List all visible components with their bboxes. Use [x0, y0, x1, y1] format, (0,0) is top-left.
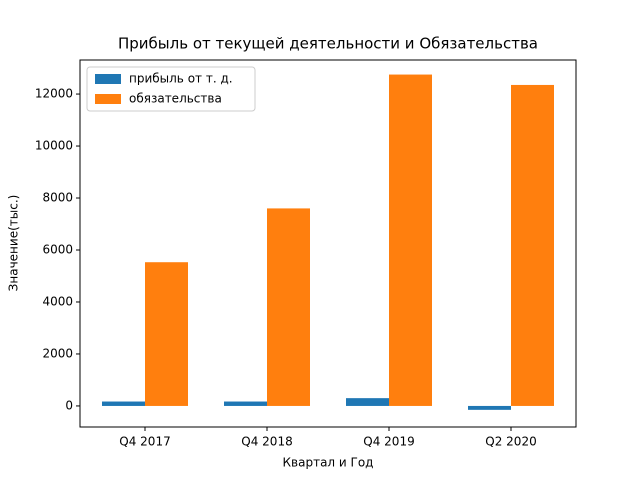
bar	[145, 262, 188, 406]
bar	[267, 208, 310, 406]
x-tick-label: Q4 2018	[241, 435, 292, 449]
y-tick-label: 6000	[42, 242, 73, 256]
legend-swatch	[95, 74, 121, 84]
chart-title: Прибыль от текущей деятельности и Обязат…	[118, 35, 538, 53]
x-axis-label: Квартал и Год	[283, 456, 374, 470]
legend-label: прибыль от т. д.	[129, 72, 233, 86]
legend-swatch	[95, 94, 121, 104]
y-tick-label: 4000	[42, 294, 73, 308]
plot-frame	[79, 59, 577, 428]
y-tick-label: 2000	[42, 346, 73, 360]
bar	[468, 405, 511, 410]
x-tick-label: Q4 2017	[119, 435, 170, 449]
legend-box	[86, 66, 256, 112]
x-tick-label: Q4 2019	[363, 435, 414, 449]
y-tick-label: 12000	[35, 87, 73, 101]
bar	[511, 84, 554, 406]
y-tick-label: 8000	[42, 191, 73, 205]
y-axis-label: Значение(тыс.)	[7, 195, 21, 292]
bar	[389, 74, 432, 406]
bar	[224, 401, 267, 406]
bar	[102, 401, 145, 406]
x-tick-label: Q2 2020	[485, 435, 536, 449]
legend-label: обязательства	[129, 92, 222, 106]
y-tick-label: 10000	[35, 139, 73, 153]
bar	[346, 398, 389, 406]
y-tick-label: 0	[65, 398, 73, 412]
